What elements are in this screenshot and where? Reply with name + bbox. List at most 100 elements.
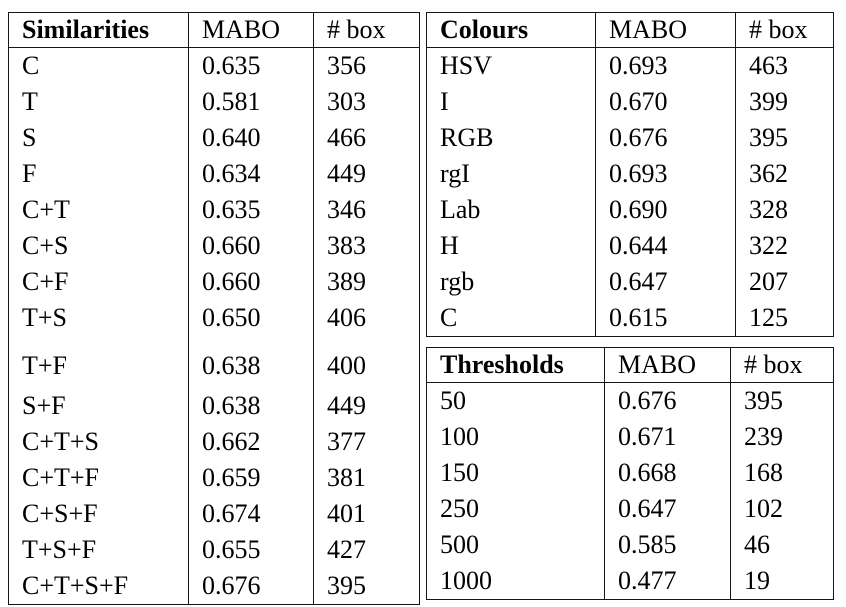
table-cell: 0.660 — [188, 264, 314, 300]
table-cell: 0.674 — [188, 496, 314, 532]
table-cell: 0.635 — [188, 47, 314, 84]
table-cell: 0.662 — [188, 424, 314, 460]
table-cell: 0.668 — [604, 455, 731, 491]
table-row: 100 0.671 239 — [426, 419, 834, 455]
table-row: C+S 0.660 383 — [8, 228, 420, 264]
table-cell: 0.693 — [595, 156, 736, 192]
table-cell: T+S+F — [8, 532, 189, 568]
table-cell: 0.660 — [188, 228, 314, 264]
column-header-num-box: # box — [313, 12, 420, 48]
table-cell: 346 — [313, 192, 420, 228]
table-cell: T — [8, 84, 189, 120]
table-cell: C+T+F — [8, 460, 189, 496]
table-cell: C+T+S+F — [8, 568, 189, 605]
table-row: HSV 0.693 463 — [426, 47, 834, 84]
column-header-mabo: MABO — [595, 12, 736, 48]
right-column: Colours MABO # box HSV 0.693 463 I 0.670 399 R… — [426, 12, 834, 600]
table-row: 50 0.676 395 — [426, 382, 834, 419]
table-cell: 356 — [313, 47, 420, 84]
table-cell: rgI — [426, 156, 596, 192]
table-row: C+S+F 0.674 401 — [8, 496, 420, 532]
table-cell: S+F — [8, 388, 189, 424]
table-cell: C — [426, 300, 596, 337]
table-cell: 0.638 — [188, 336, 314, 388]
table-cell: 377 — [313, 424, 420, 460]
table-row: I 0.670 399 — [426, 84, 834, 120]
table-cell: 1000 — [426, 563, 605, 600]
thresholds-table: Thresholds MABO # box 50 0.676 395 100 0.671… — [426, 347, 834, 600]
table-body: 50 0.676 395 100 0.671 239 150 0.668 168 250 0.647… — [426, 382, 834, 600]
table-cell: 46 — [730, 527, 834, 563]
table-cell: 0.581 — [188, 84, 314, 120]
colours-table: Colours MABO # box HSV 0.693 463 I 0.670 399 R… — [426, 12, 834, 337]
table-cell: 168 — [730, 455, 834, 491]
table-cell: 389 — [313, 264, 420, 300]
column-header-mabo: MABO — [188, 12, 314, 48]
table-cell: 427 — [313, 532, 420, 568]
table-row: 150 0.668 168 — [426, 455, 834, 491]
table-header-row: Colours MABO # box — [426, 12, 834, 48]
table-cell: I — [426, 84, 596, 120]
table-cell: 0.640 — [188, 120, 314, 156]
table-cell: T+S — [8, 300, 189, 336]
table-cell: 0.671 — [604, 419, 731, 455]
table-cell: 100 — [426, 419, 605, 455]
table-cell: 0.676 — [595, 120, 736, 156]
table-cell: 0.647 — [604, 491, 731, 527]
table-cell: 0.585 — [604, 527, 731, 563]
table-cell: Lab — [426, 192, 596, 228]
table-row: C+T+F 0.659 381 — [8, 460, 420, 496]
table-cell: 0.655 — [188, 532, 314, 568]
table-cell: rgb — [426, 264, 596, 300]
table-cell: 322 — [735, 228, 834, 264]
table-cell: 150 — [426, 455, 605, 491]
table-cell: 466 — [313, 120, 420, 156]
table-row: C+F 0.660 389 — [8, 264, 420, 300]
table-row: F 0.634 449 — [8, 156, 420, 192]
table-cell: 0.647 — [595, 264, 736, 300]
table-cell: 250 — [426, 491, 605, 527]
table-cell: 395 — [730, 382, 834, 419]
table-row: 250 0.647 102 — [426, 491, 834, 527]
table-cell: C+T+S — [8, 424, 189, 460]
table-cell: 395 — [735, 120, 834, 156]
table-row: S 0.640 466 — [8, 120, 420, 156]
table-body: HSV 0.693 463 I 0.670 399 RGB 0.676 395 rgI 0.693 3… — [426, 47, 834, 337]
table-row: T+F 0.638 400 — [8, 336, 420, 388]
similarities-table: Similarities MABO # box C 0.635 356 T 0.581 3… — [8, 12, 420, 605]
table-cell: C+F — [8, 264, 189, 300]
column-header-mabo: MABO — [604, 347, 731, 383]
table-cell: F — [8, 156, 189, 192]
table-cell: T+F — [8, 336, 189, 388]
table-cell: C+S — [8, 228, 189, 264]
table-cell: 463 — [735, 47, 834, 84]
table-cell: 328 — [735, 192, 834, 228]
table-row: C 0.615 125 — [426, 300, 834, 337]
table-cell: 303 — [313, 84, 420, 120]
table-cell: C+S+F — [8, 496, 189, 532]
table-row: H 0.644 322 — [426, 228, 834, 264]
table-row: C+T+S 0.662 377 — [8, 424, 420, 460]
column-header-colours: Colours — [426, 12, 596, 48]
table-cell: 0.644 — [595, 228, 736, 264]
table-cell: 0.693 — [595, 47, 736, 84]
table-cell: 449 — [313, 156, 420, 192]
table-cell: H — [426, 228, 596, 264]
table-cell: 395 — [313, 568, 420, 605]
table-cell: 239 — [730, 419, 834, 455]
table-header: Thresholds MABO # box — [426, 347, 834, 383]
table-row: rgI 0.693 362 — [426, 156, 834, 192]
table-cell: S — [8, 120, 189, 156]
table-cell: 0.650 — [188, 300, 314, 336]
table-cell: 0.638 — [188, 388, 314, 424]
table-cell: 401 — [313, 496, 420, 532]
table-header-row: Similarities MABO # box — [8, 12, 420, 48]
table-row: rgb 0.647 207 — [426, 264, 834, 300]
table-cell: C+T — [8, 192, 189, 228]
table-cell: RGB — [426, 120, 596, 156]
table-row: S+F 0.638 449 — [8, 388, 420, 424]
table-header: Colours MABO # box — [426, 12, 834, 48]
table-row: T 0.581 303 — [8, 84, 420, 120]
table-cell: 102 — [730, 491, 834, 527]
table-row: 1000 0.477 19 — [426, 563, 834, 600]
